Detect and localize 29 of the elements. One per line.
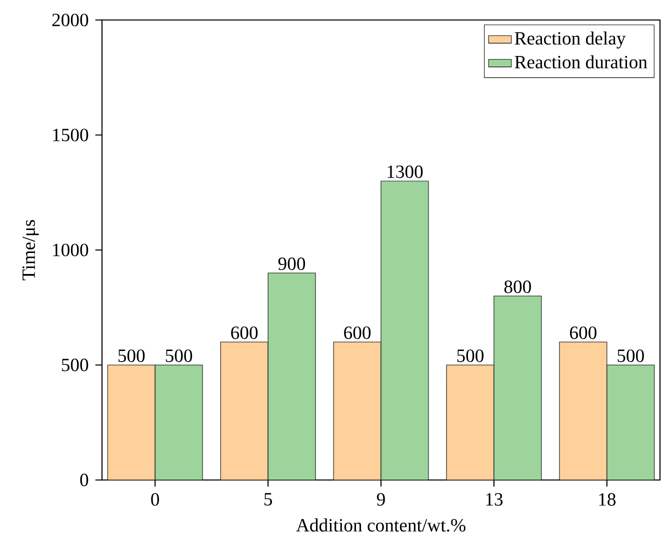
- y-tick-label: 2000: [52, 14, 88, 26]
- bar: [268, 272, 316, 480]
- data-label: 900: [278, 257, 306, 270]
- x-tick-label: 0: [151, 493, 160, 506]
- data-label: 500: [118, 349, 145, 362]
- legend-label: Reaction duration: [514, 55, 648, 68]
- bar: [154, 364, 203, 480]
- y-tick-label: 1000: [53, 244, 88, 256]
- bar: [606, 364, 655, 480]
- data-label: 600: [231, 326, 258, 340]
- x-tick-label: 9: [376, 493, 385, 506]
- x-tick-label: 18: [599, 493, 616, 506]
- y-tick-label: 1500: [53, 128, 88, 142]
- data-label: 500: [618, 349, 644, 362]
- bar: [494, 296, 542, 480]
- y-tick-label: 500: [62, 358, 88, 372]
- x-tick-label: 13: [486, 493, 503, 506]
- legend-label: Reaction delay: [514, 32, 626, 49]
- x-axis-title: Addition content/wt.%: [296, 518, 466, 532]
- data-label: 1300: [388, 165, 423, 178]
- bar: [380, 180, 429, 480]
- data-label: 800: [504, 280, 531, 294]
- data-label: 600: [570, 326, 596, 340]
- y-axis-title: Time/μs: [22, 220, 39, 280]
- data-label: 600: [344, 326, 371, 340]
- data-label: 500: [457, 349, 484, 362]
- data-label: 500: [166, 349, 192, 362]
- x-tick-label: 5: [264, 493, 272, 506]
- y-tick-label: 0: [80, 474, 88, 486]
